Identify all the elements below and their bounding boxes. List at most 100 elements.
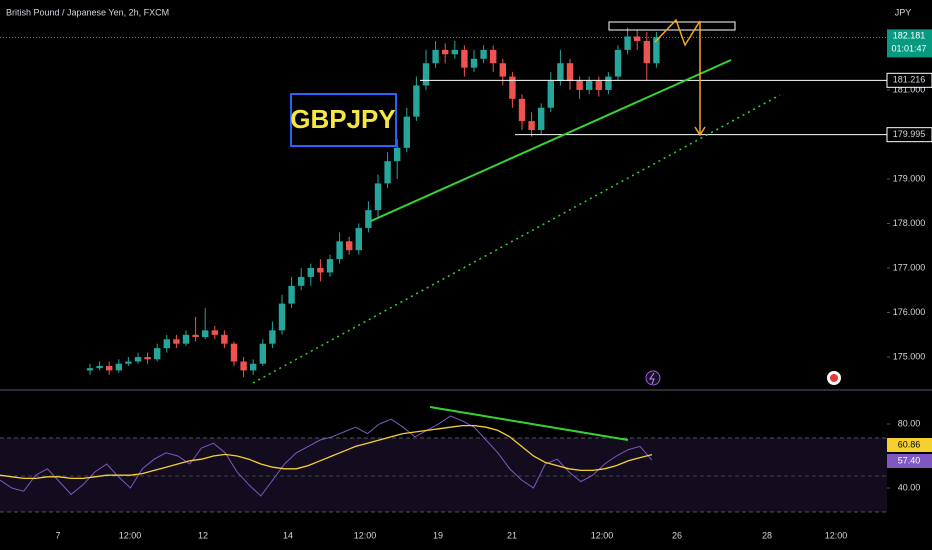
candle-body	[653, 37, 660, 64]
candle-body	[566, 63, 574, 82]
rsi-divergence-line	[429, 406, 629, 441]
candle-body	[346, 241, 353, 251]
candle-body	[518, 98, 526, 122]
x-tick-label: 19	[433, 530, 443, 540]
candle-body	[384, 161, 391, 184]
y-tick-label: 181.000	[893, 84, 926, 94]
rsi-value-box	[887, 454, 932, 468]
candle-body	[202, 330, 209, 338]
candle-body	[154, 348, 161, 360]
candle-body	[115, 363, 122, 371]
range-box	[608, 21, 736, 31]
x-tick-label: 12:00	[119, 530, 142, 540]
rsi-line	[0, 424, 653, 480]
x-tick-label: 12:00	[591, 530, 614, 540]
x-tick-label: 12:00	[354, 530, 377, 540]
x-tick-label: 7	[55, 530, 60, 540]
trend-line-dotted	[252, 94, 781, 384]
candle-body	[125, 361, 132, 364]
candle-body	[86, 368, 94, 371]
candle-body	[557, 63, 564, 82]
candle-body	[144, 357, 151, 360]
candle-body	[422, 63, 430, 86]
candle-body	[355, 227, 362, 251]
candle-body	[317, 268, 324, 273]
candle-body	[413, 85, 420, 117]
candle-body	[269, 330, 276, 344]
candle-body	[490, 49, 497, 64]
x-tick-label: 12	[198, 530, 208, 540]
candle-body	[538, 107, 545, 130]
candle-body	[403, 116, 410, 148]
candle-body	[595, 81, 602, 90]
candle-body	[528, 121, 535, 130]
x-tick-label: 21	[507, 530, 517, 540]
plot: 175.000 176.000 177.000 178.000 179.000 181.0…	[0, 27, 932, 540]
candle-body	[326, 259, 334, 273]
rsi-value-box	[887, 438, 932, 452]
x-tick-label: 28	[762, 530, 772, 540]
countdown: 01:01:47	[891, 44, 926, 54]
level-label: 181.216	[893, 75, 926, 85]
candle-body	[307, 268, 314, 277]
x-tick-label: 14	[283, 530, 293, 540]
rsi-tick-label: 80.00	[898, 418, 921, 428]
candle-body	[240, 361, 247, 371]
candle-body	[605, 76, 612, 90]
candle-body	[499, 63, 506, 77]
candle-body	[134, 357, 142, 362]
y-tick-label: 179.000	[893, 173, 926, 183]
candle-body	[288, 285, 295, 304]
candle-body	[163, 339, 170, 349]
candle-body	[614, 49, 622, 77]
projection-path	[654, 18, 701, 47]
candle-body	[221, 334, 228, 344]
trend-line	[370, 59, 732, 222]
candle-body	[509, 76, 516, 99]
candle-body	[586, 81, 593, 90]
candle-body	[182, 334, 190, 344]
candle-body	[278, 303, 286, 331]
candle-body	[106, 365, 113, 371]
y-tick-label: 178.000	[893, 218, 926, 228]
candle-body	[96, 365, 103, 369]
candle-body	[643, 40, 650, 64]
rsi-tick-label: 40.00	[898, 482, 921, 492]
y-tick-label: 175.000	[893, 351, 926, 361]
candle-body	[576, 81, 583, 90]
rsi-band	[0, 438, 887, 512]
candle-body	[259, 343, 266, 364]
candle-body	[250, 363, 257, 371]
lightning	[649, 372, 655, 385]
candle-body	[547, 81, 554, 108]
arrow-head	[694, 126, 706, 137]
candle-body	[470, 58, 478, 68]
level-box	[886, 72, 932, 88]
candle-body	[173, 339, 180, 344]
rsi-value-label: 57.40	[898, 455, 921, 465]
chart-title: British Pound / Japanese Yen, 2h, FXCM	[6, 7, 169, 17]
candle-body	[451, 49, 458, 55]
candle-body	[365, 210, 372, 228]
candle-body	[624, 36, 631, 50]
event-dot	[830, 374, 838, 382]
y-tick-label: 177.000	[893, 262, 926, 272]
event-icon[interactable]	[645, 370, 661, 386]
candle-body	[211, 330, 218, 335]
rsi-line	[0, 415, 653, 497]
candle-body	[432, 49, 439, 64]
x-tick-label: 12:00	[825, 530, 848, 540]
candle-body	[442, 49, 449, 55]
level-label: 179.995	[893, 129, 926, 139]
rsi-value-label: 60.86	[898, 439, 921, 449]
level-box	[886, 127, 932, 143]
x-tick-label: 26	[672, 530, 682, 540]
candle-body	[461, 49, 468, 68]
candle-body	[394, 147, 401, 162]
candle-body	[298, 276, 305, 286]
currency: JPY	[895, 7, 912, 17]
candle-body	[192, 334, 199, 338]
annotation-box	[290, 93, 397, 147]
y-tick-label: 176.000	[893, 307, 926, 317]
